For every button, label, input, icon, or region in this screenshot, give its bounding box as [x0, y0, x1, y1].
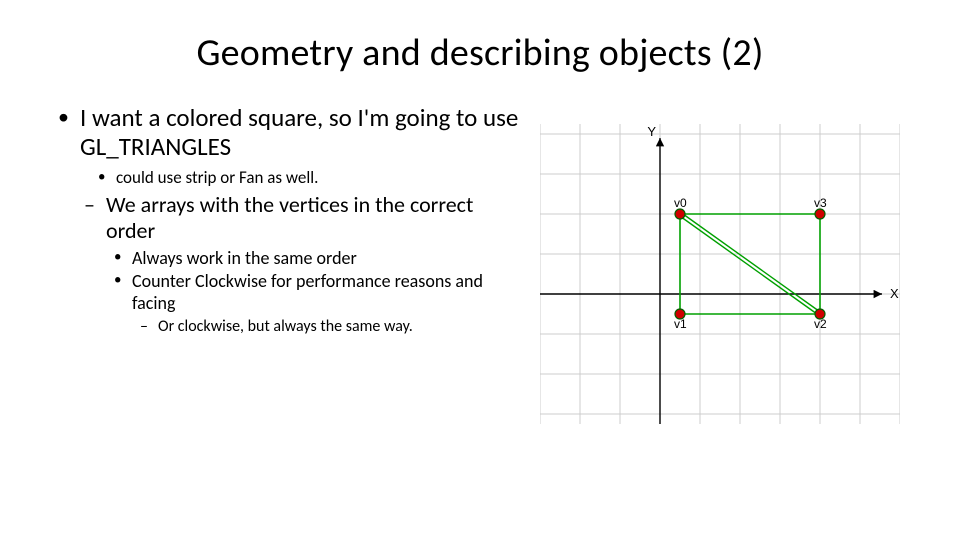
coordinate-diagram: X Yv0 v1 v2 v3: [540, 124, 900, 424]
bullet-l4-1: Always work in the same order: [50, 248, 520, 270]
bullet-l2-1: could use strip or Fan as well.: [50, 168, 520, 188]
slide: Geometry and describing objects (2) I wa…: [0, 0, 960, 540]
bullet-l5-1: Or clockwise, but always the same way.: [50, 317, 520, 336]
diagram-column: X Yv0 v1 v2 v3: [530, 104, 910, 424]
bullet-l4-2: Counter Clockwise for performance reason…: [50, 271, 520, 314]
svg-text:X: X: [890, 286, 899, 301]
svg-text:v2: v2: [814, 317, 827, 331]
bullet-column: I want a colored square, so I'm going to…: [50, 104, 530, 336]
bullet-l3-1: We arrays with the vertices in the corre…: [50, 192, 520, 244]
content-row: I want a colored square, so I'm going to…: [50, 104, 910, 424]
svg-text:v1: v1: [674, 317, 687, 331]
bullet-l1-1: I want a colored square, so I'm going to…: [50, 104, 520, 162]
svg-text:v0: v0: [674, 196, 687, 210]
svg-text:v3: v3: [814, 196, 827, 210]
svg-text:Y: Y: [647, 124, 656, 139]
slide-title: Geometry and describing objects (2): [50, 30, 910, 76]
